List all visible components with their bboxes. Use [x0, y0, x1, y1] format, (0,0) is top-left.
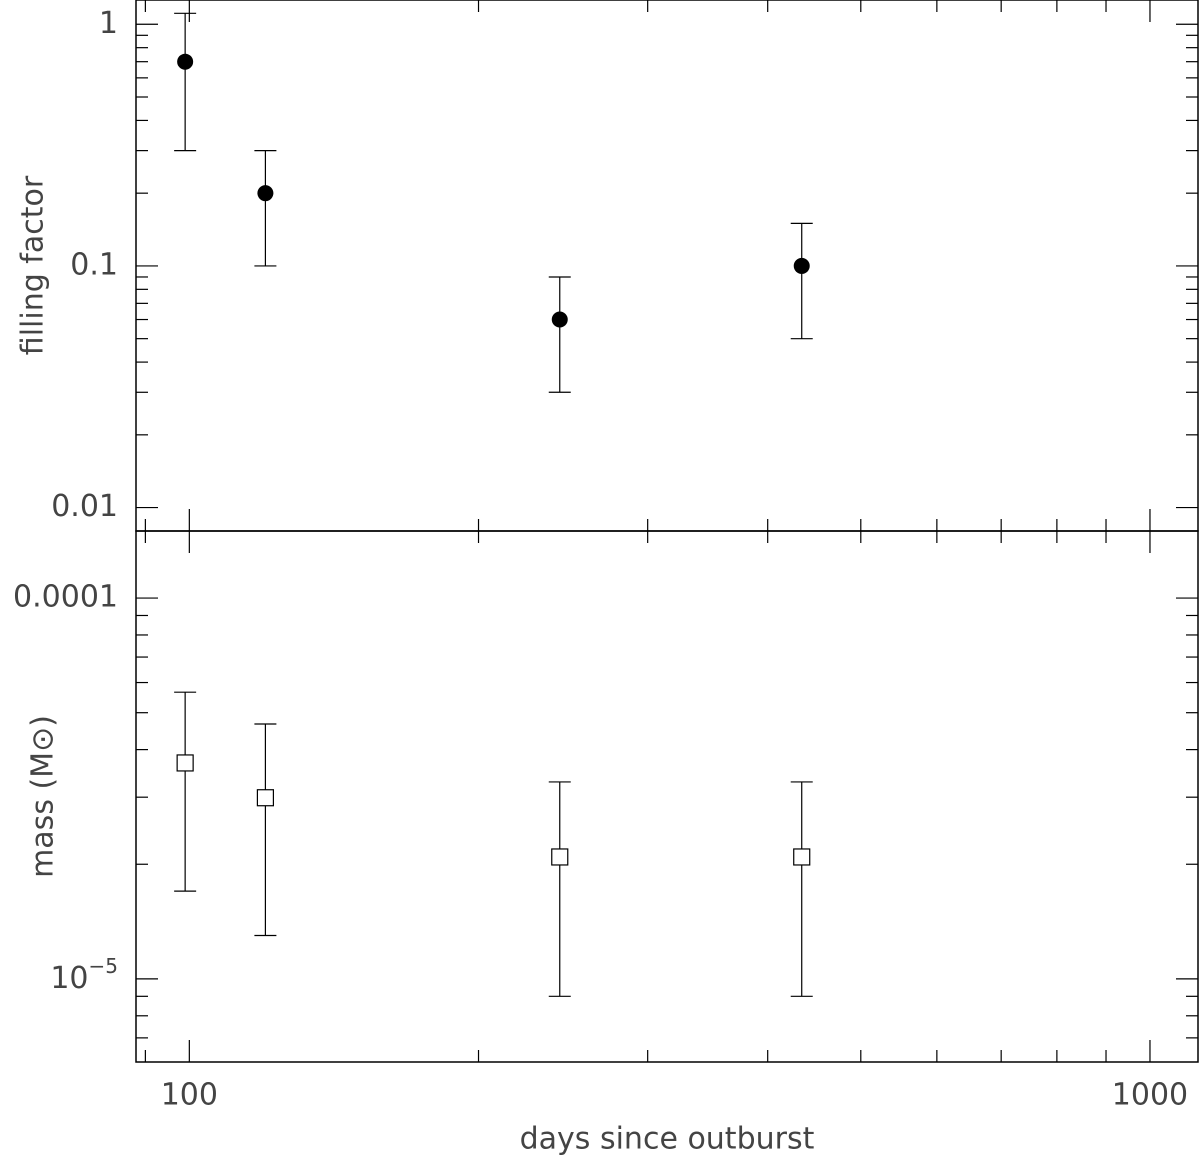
error-bar [174, 12, 197, 152]
data-point [257, 185, 274, 202]
y-tick-label: 0.0001 [13, 580, 118, 615]
data-point [176, 754, 194, 772]
y-tick-label-base: 10 [50, 960, 88, 995]
y-tick-label-exponent: −5 [89, 953, 118, 977]
data-point [551, 848, 569, 866]
data-point [793, 848, 811, 866]
error-bar [254, 150, 277, 267]
error-bar [790, 781, 813, 997]
data-point [793, 257, 810, 274]
error-bar [790, 222, 813, 340]
plot-frame [135, 0, 1199, 532]
error-bar [548, 781, 571, 997]
error-bar [548, 276, 571, 393]
data-point [177, 53, 194, 70]
x-axis-label: days since outburst [520, 1122, 815, 1157]
x-tick-label: 1000 [1112, 1078, 1188, 1113]
y-axis-label: mass (M⊙) [26, 715, 61, 878]
plot-frame [135, 530, 1199, 1063]
y-axis-label: filling factor [16, 175, 51, 355]
data-point [551, 311, 568, 328]
error-bar [174, 691, 197, 892]
y-tick-label: 0.1 [70, 247, 118, 282]
y-tick-label: 1 [99, 6, 118, 41]
data-point [256, 789, 274, 807]
y-tick-label: 0.01 [51, 489, 118, 524]
y-tick-label: 10−5 [50, 953, 118, 995]
error-bar [254, 723, 277, 937]
x-tick-label: 100 [161, 1078, 218, 1113]
